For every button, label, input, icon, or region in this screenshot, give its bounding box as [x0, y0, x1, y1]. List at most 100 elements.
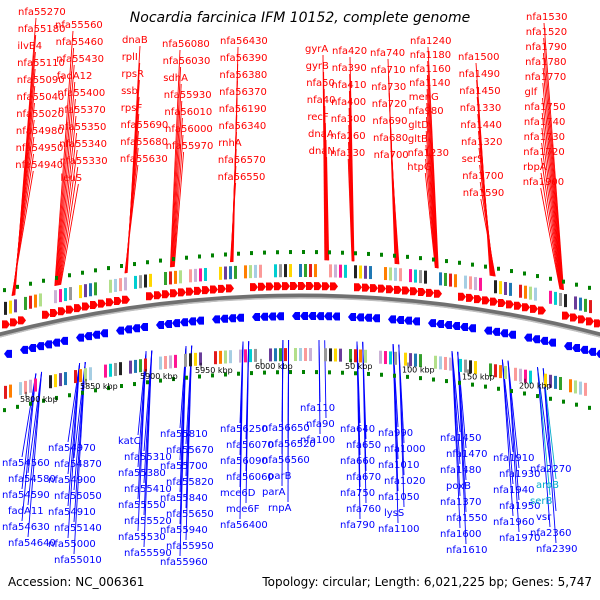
ring-dot [562, 399, 565, 404]
forward-gene-label: nfa56000 [165, 124, 213, 135]
ring-dot [510, 389, 513, 394]
reverse-gene-label: nfa55530 [118, 532, 166, 543]
cog-band-mark [189, 353, 192, 367]
cog-band-mark [194, 352, 197, 366]
forward-label-ray [425, 144, 437, 269]
reverse-gene-label: nfa760 [346, 504, 381, 515]
ring-dot [107, 386, 110, 391]
cog-band-mark [574, 380, 577, 394]
reverse-gene-label: nfa54870 [54, 459, 102, 470]
forward-label-ray [172, 117, 183, 267]
reverse-gene-label: nfa55650 [166, 509, 214, 520]
reverse-gene-label: nfa56560 [262, 455, 310, 466]
forward-gene-arrow [82, 302, 90, 311]
ring-dot [94, 388, 97, 393]
ring-dot [120, 384, 123, 388]
forward-gene-arrow [74, 304, 82, 313]
ring-dot [588, 285, 591, 290]
forward-gene-label: nfa56370 [219, 87, 267, 98]
ring-dot [68, 393, 71, 398]
reverse-gene-label: nfa55410 [124, 484, 172, 495]
forward-gene-label: nfa260 [331, 131, 366, 142]
cog-band-mark [254, 348, 257, 362]
forward-gene-label: nfa55930 [164, 90, 212, 101]
reverse-gene-labels: nfa54560 nfa54580 nfa54590 fadA11 nfa54630 nf… [2, 403, 577, 568]
cog-band-mark [579, 381, 582, 395]
reverse-gene-arrow [316, 312, 324, 321]
ring-dot [42, 278, 45, 283]
forward-gene-label: nfa55400 [57, 88, 105, 99]
forward-gene-arrow [578, 315, 586, 324]
forward-gene-label: nfa55430 [56, 54, 104, 65]
reverse-label-ray [179, 346, 187, 557]
cog-band-mark [54, 374, 57, 388]
cog-band-mark [464, 275, 467, 289]
forward-label-ray [56, 81, 76, 286]
reverse-gene-arrow [92, 330, 100, 339]
ring-dot [94, 268, 97, 273]
forward-gene-arrow [458, 292, 466, 301]
ring-dot [237, 371, 240, 376]
forward-gene-arrow [562, 311, 570, 320]
reverse-gene-arrow [260, 312, 268, 321]
reverse-gene-arrow [396, 315, 404, 324]
forward-label-ray [58, 149, 78, 286]
reverse-gene-label: nfa100 [300, 435, 335, 446]
ring-dot [250, 371, 253, 376]
ring-dot [55, 275, 58, 280]
cog-band-mark [239, 349, 242, 363]
reverse-gene-label: nfa55940 [160, 525, 208, 536]
ring-dot [484, 384, 487, 389]
forward-gene-arrow [418, 288, 426, 297]
reverse-gene-label: nfa54970 [48, 443, 96, 454]
reverse-label-ray [537, 366, 551, 528]
forward-gene-label: nfa54940 [15, 160, 63, 171]
forward-label-ray [229, 182, 237, 263]
cog-band-mark [349, 349, 352, 363]
reverse-gene-label: nfa55520 [124, 516, 172, 527]
forward-gene-label: nfa55040 [17, 92, 65, 103]
forward-label-ray [426, 102, 438, 269]
cog-marker-dots [3, 250, 591, 413]
ring-dot [3, 408, 6, 413]
reverse-gene-label: nfa1020 [384, 476, 425, 487]
forward-gene-label: nfa1500 [458, 52, 499, 63]
ring-dot [549, 396, 552, 401]
reverse-gene-arrow [500, 329, 508, 338]
cog-band-mark [299, 348, 302, 362]
forward-label-ray [171, 100, 183, 268]
forward-gene-label: nfa56430 [220, 36, 268, 47]
ring-dot [55, 395, 58, 400]
reverse-label-ray [287, 340, 290, 503]
cog-band-mark [164, 355, 167, 369]
forward-gene-arrow [362, 283, 370, 292]
cog-band-mark [339, 264, 342, 278]
forward-gene-arrow [162, 290, 170, 299]
cog-band-mark [344, 264, 347, 278]
cog-band-mark [309, 264, 312, 278]
cog-band-mark [109, 279, 112, 293]
reverse-label-ray [542, 368, 557, 544]
cog-band-mark [219, 350, 222, 364]
forward-label-ray [426, 116, 438, 269]
forward-gene-label: nfa56340 [219, 121, 267, 132]
cog-band-mark [129, 360, 132, 374]
cog-band-mark [144, 274, 147, 288]
reverse-gene-label: nfa54630 [2, 522, 50, 533]
reverse-label-ray [27, 371, 43, 538]
reverse-gene-arrow [172, 319, 180, 328]
reverse-gene-arrow [156, 320, 164, 329]
forward-gene-label: nfa1700 [462, 171, 503, 182]
backbone-highlight [0, 297, 600, 338]
cog-band-mark [114, 278, 117, 292]
cog-band-mark [84, 368, 87, 382]
forward-gene-arrow [482, 296, 490, 305]
reverse-gene-label: nfa56060 [226, 472, 274, 483]
reverse-gene-arrow [540, 336, 548, 345]
reverse-label-ray [451, 351, 461, 529]
forward-gene-label: dnaN [309, 146, 335, 157]
reverse-label-ray [21, 373, 37, 458]
cog-band-mark [529, 286, 532, 300]
reverse-gene-label: nfa1930 [499, 469, 540, 480]
reverse-gene-arrow [412, 317, 420, 326]
